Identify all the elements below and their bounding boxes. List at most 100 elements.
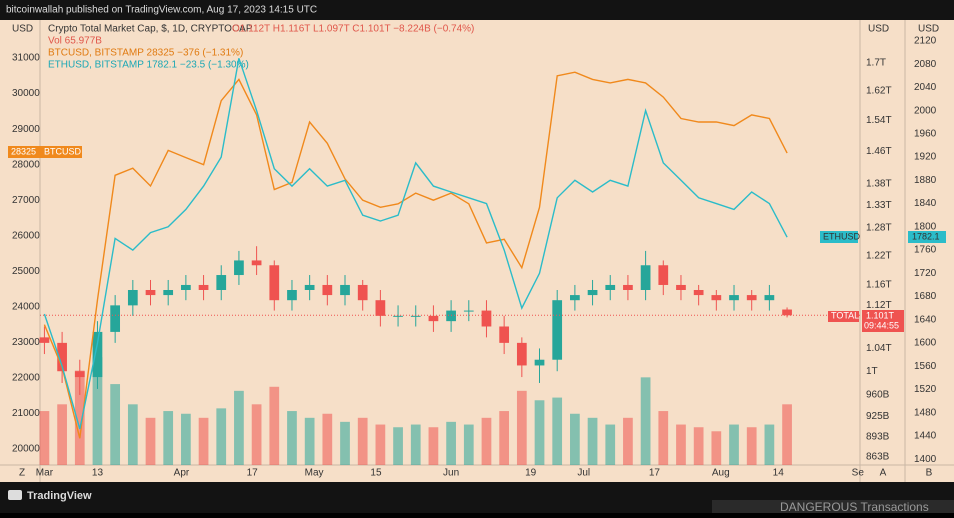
currency-button[interactable]: USD (12, 24, 33, 35)
y-tick-label: 1.54T (866, 115, 892, 126)
legend-ohlc: O1.112T H1.116T L1.097T C1.101T −8.224B … (232, 24, 474, 35)
candle-body (74, 371, 85, 378)
candle-body (304, 284, 315, 290)
axis-toggle[interactable]: A (880, 468, 887, 479)
y-tick-label: 960B (866, 390, 890, 401)
volume-bar (676, 424, 686, 465)
candle-body (640, 265, 651, 290)
volume-bar (251, 404, 262, 465)
y3-tick-label: 2120 (914, 36, 937, 47)
y3-tick-label: 1880 (914, 175, 937, 186)
candle-body (463, 310, 474, 312)
candle-body (605, 284, 616, 290)
volume-bar (74, 370, 85, 465)
y3-tick-label: 1720 (914, 268, 937, 279)
volume-bar (729, 424, 739, 465)
price-tag (8, 146, 40, 158)
candle-body (127, 289, 138, 306)
volume-bar (570, 413, 580, 465)
volume-bar (534, 400, 545, 465)
volume-bar (605, 424, 616, 465)
y3-tick-label: 1480 (914, 407, 937, 418)
candle-body (534, 359, 545, 366)
candle-body (375, 300, 386, 316)
y3-tick-label: 1840 (914, 198, 937, 209)
x-tick-label: 15 (370, 468, 382, 479)
y3-tick-label: 2040 (914, 82, 937, 93)
candle-body (516, 342, 527, 366)
publisher: bitcoinwallah published on TradingView.c… (6, 5, 317, 16)
y3-tick-label: 2000 (914, 105, 937, 116)
candle-body (393, 315, 403, 317)
candle-body (357, 284, 368, 301)
y3-tick-label: 2080 (914, 59, 937, 70)
footer-brand: TradingView (27, 490, 92, 502)
y3-tick-label: 1680 (914, 291, 937, 302)
volume-bar (198, 417, 209, 465)
candle-body (623, 284, 633, 290)
y-tick-label: 863B (866, 452, 890, 463)
candle-body (39, 337, 50, 343)
candle-body (552, 300, 563, 360)
price-tag-text: BTCUSD (44, 146, 82, 156)
volume-bar (145, 417, 156, 465)
volume-bar (746, 427, 757, 465)
y2-tick-label: 26000 (12, 230, 40, 241)
y2-tick-label: 23000 (12, 337, 40, 348)
x-tick-label: Apr (174, 468, 190, 479)
y-tick-label: 1.38T (866, 179, 892, 190)
volume-bar (463, 424, 474, 465)
volume-bar (357, 417, 368, 465)
legend-title: Crypto Total Market Cap, $, 1D, CRYPTOCA… (48, 24, 253, 35)
volume-bar (410, 424, 421, 465)
price-tag-text: TOTAL (831, 310, 859, 320)
volume-bar (499, 411, 510, 465)
y-tick-label: 1.7T (866, 57, 886, 68)
axis-toggle[interactable]: Z (19, 468, 25, 479)
volume-bar (446, 421, 456, 465)
volume-bar (658, 411, 669, 465)
candle-body (711, 295, 722, 301)
x-tick-label: Mar (36, 468, 54, 479)
candle-body (746, 295, 757, 301)
x-tick-label: Aug (712, 468, 730, 479)
candle-body (110, 305, 121, 332)
ad-text: DANGEROUS Transactions (780, 500, 929, 513)
volume-bar (216, 408, 227, 465)
volume-bar (711, 431, 722, 465)
volume-bar (322, 413, 333, 465)
candle-body (410, 315, 421, 317)
y-tick-label: 1.62T (866, 85, 892, 96)
axis-toggle[interactable]: B (926, 468, 933, 479)
legend-volume: Vol 65.977B (48, 36, 102, 47)
currency-button[interactable]: USD (868, 24, 889, 35)
volume-bar (110, 384, 121, 465)
x-tick-label: Jun (443, 468, 459, 479)
volume-bar (39, 411, 50, 465)
candle-body (481, 310, 492, 327)
y-tick-label: 1.28T (866, 222, 892, 233)
volume-bar (287, 411, 297, 465)
candle-body (446, 310, 456, 322)
x-tick-label: 19 (525, 468, 537, 479)
volume-bar (234, 390, 244, 465)
volume-bar (764, 424, 775, 465)
y-tick-label: 1.22T (866, 250, 892, 261)
candle-body (587, 289, 598, 296)
candle-body (340, 284, 350, 296)
price-tag (862, 310, 904, 332)
price-tag-text: 09:44:55 (864, 320, 899, 330)
series-line (43, 71, 788, 439)
candle-body (693, 289, 704, 296)
y-tick-label: 1.33T (866, 200, 892, 211)
volume-bar (587, 417, 598, 465)
candle-body (57, 342, 67, 372)
x-tick-label: Se (852, 468, 865, 479)
volume-bar (127, 404, 138, 465)
y-tick-label: 1.12T (866, 300, 892, 311)
candle-body (428, 315, 439, 322)
candle-body (145, 289, 156, 296)
currency-button[interactable]: USD (918, 24, 939, 35)
candle-body (181, 284, 191, 290)
